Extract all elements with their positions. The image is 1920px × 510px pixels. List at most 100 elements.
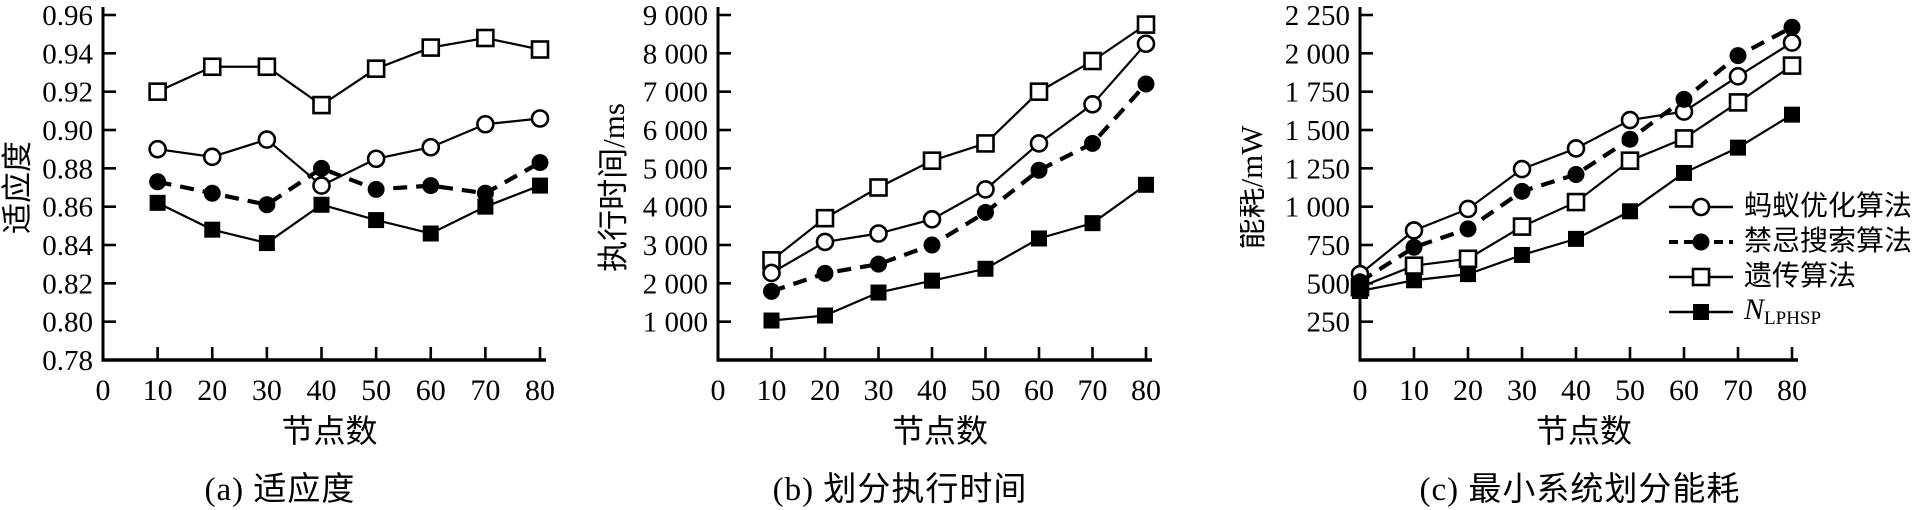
legend-open-square-swatch: [1669, 267, 1733, 286]
filled-circle-marker-icon: [1567, 165, 1585, 183]
open-circle-marker-icon: [1458, 199, 1478, 219]
filled-square-marker-icon: [977, 260, 994, 277]
filled-circle-marker-icon: [1729, 47, 1747, 65]
y-axis-title: 适应度: [0, 141, 35, 234]
filled-circle-marker-icon: [1783, 18, 1801, 36]
filled-square-marker-icon: [368, 212, 385, 229]
filled-square-marker-icon: [149, 194, 166, 211]
y-tick-label: 1 250: [1285, 153, 1350, 185]
x-tick-label: 30: [864, 374, 894, 407]
legend-item-1: 禁忌搜索算法: [1668, 227, 1920, 256]
x-tick-label: 60: [416, 374, 446, 407]
filled-circle-marker-icon: [977, 203, 994, 221]
axes: 250 500 750 1 000 1 250 1 500 1 750 2 000 2 250 0…: [1285, 0, 1807, 407]
filled-circle-marker-icon: [1459, 220, 1477, 238]
filled-circle-marker-icon: [1137, 75, 1155, 93]
x-tick-label: 80: [1777, 374, 1807, 407]
series-禁忌搜索算法: [1351, 18, 1801, 291]
open-square-marker-icon: [421, 38, 441, 57]
series-line: [157, 184, 541, 245]
series-遗传算法: [148, 28, 550, 115]
filled-square-marker-icon: [1622, 203, 1638, 220]
filled-circle-marker-icon: [1405, 238, 1423, 256]
filled-square-marker-icon: [1352, 283, 1368, 299]
filled-square-marker-icon: [477, 198, 494, 215]
series-蚂蚁优化算法: [148, 109, 550, 195]
y-tick-label: 0.82: [42, 268, 93, 300]
open-square-marker-icon: [1674, 129, 1694, 148]
filled-square-marker-icon: [1406, 272, 1422, 289]
y-tick-label: 3 000: [643, 230, 708, 262]
open-square-marker-icon: [530, 40, 550, 59]
x-axis-title: 节点数: [892, 413, 988, 449]
y-tick-label: 0.80: [42, 307, 93, 339]
open-square-marker-icon: [1620, 151, 1640, 170]
open-square-marker-icon: [869, 178, 888, 197]
x-tick-label: 20: [1453, 374, 1483, 407]
open-square-marker-icon: [1083, 51, 1102, 71]
y-tick-label: 0.84: [42, 230, 93, 262]
x-tick-label: 0: [1353, 374, 1368, 407]
axes: 0.78 0.80 0.82 0.84 0.86 0.88 0.90 0.92 0.94 0.96…: [42, 0, 555, 407]
x-tick-label: 40: [917, 374, 947, 407]
y-tick-label: 1 000: [643, 307, 708, 339]
filled-square-marker-icon: [532, 177, 548, 194]
series-禁忌搜索算法: [149, 154, 549, 214]
open-circle-marker-icon: [762, 263, 781, 283]
open-circle-marker-icon: [869, 224, 888, 243]
x-tick-label: 70: [1723, 374, 1753, 407]
series-NLPHSP: [149, 177, 548, 252]
filled-square-marker-icon: [1568, 230, 1584, 247]
open-square-marker-icon: [148, 82, 167, 101]
legend-label: 蚂蚁优化算法: [1744, 190, 1913, 222]
axes: 1 000 2 000 3 000 4 000 5 000 6 000 7 000 8 000…: [643, 0, 1161, 407]
filled-circle-marker-icon: [923, 236, 941, 254]
filled-square-marker-icon: [1514, 246, 1530, 263]
filled-square-marker-icon: [422, 225, 439, 242]
open-square-marker-icon: [976, 134, 995, 153]
open-square-marker-icon: [1728, 93, 1748, 112]
open-circle-marker-icon: [421, 137, 441, 157]
legend-item-0: 蚂蚁优化算法: [1668, 192, 1920, 221]
x-axis-title: 节点数: [1536, 413, 1632, 449]
open-square-marker-icon: [257, 57, 277, 77]
x-tick-label: 50: [971, 374, 1001, 407]
y-tick-label: 500: [1307, 268, 1351, 300]
series-NLPHSP: [1352, 106, 1800, 299]
filled-square-marker-icon: [1138, 176, 1154, 193]
x-tick-label: 70: [1078, 374, 1108, 407]
series-line: [771, 183, 1147, 322]
y-tick-label: 0.94: [42, 38, 93, 70]
open-circle-marker-icon: [476, 114, 495, 134]
open-circle-marker-icon: [366, 149, 386, 169]
filled-square-marker-icon: [817, 307, 833, 324]
x-tick-label: 60: [1024, 374, 1054, 407]
y-tick-label: 0.96: [42, 0, 93, 32]
legend-open-circle-swatch: [1669, 197, 1733, 216]
open-square-marker-icon: [476, 28, 495, 48]
filled-circle-marker-icon: [203, 184, 221, 202]
open-square-marker-icon: [1512, 217, 1532, 236]
filled-square-marker-icon: [1084, 215, 1101, 232]
filled-square-marker-icon: [258, 235, 275, 252]
filled-circle-marker-icon: [531, 154, 549, 172]
series-NLPHSP: [763, 176, 1154, 329]
chart-execution-time: 1 000 2 000 3 000 4 000 5 000 6 000 7 000 8 000…: [560, 0, 1240, 508]
y-tick-label: 2 000: [1285, 38, 1350, 70]
y-tick-label: 2 250: [1285, 0, 1350, 32]
y-tick-label: 750: [1307, 230, 1351, 262]
open-circle-marker-icon: [815, 232, 835, 252]
legend-filled-circle-swatch: [1669, 233, 1733, 250]
x-tick-label: 20: [197, 374, 227, 407]
x-tick-label: 50: [361, 374, 391, 407]
legend-label: 遗传算法: [1744, 260, 1857, 292]
open-circle-marker-icon: [1404, 221, 1424, 240]
filled-square-marker-icon: [1784, 106, 1800, 123]
chart-fitness-plot: 0.78 0.80 0.82 0.84 0.86 0.88 0.90 0.92 0.94 0.96…: [0, 0, 555, 449]
open-circle-marker-icon: [312, 176, 331, 195]
open-circle-marker-icon: [1083, 95, 1102, 114]
series-蚂蚁优化算法: [762, 34, 1156, 283]
open-square-marker-icon: [312, 95, 331, 115]
filled-circle-marker-icon: [1513, 182, 1531, 200]
x-tick-label: 40: [307, 374, 337, 407]
